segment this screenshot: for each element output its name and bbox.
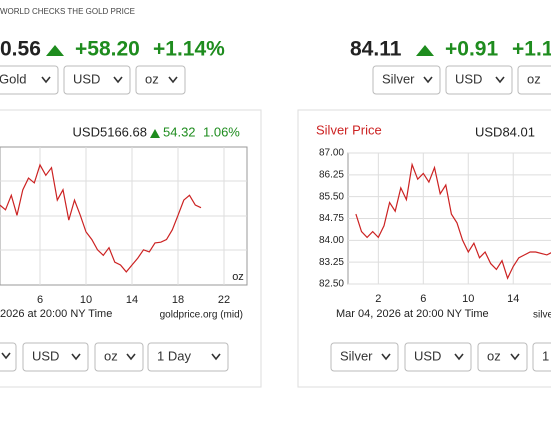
select[interactable]	[22, 342, 89, 372]
chart-date: Mar 04, 2026 at 20:00 NY Time	[336, 308, 489, 320]
chevron	[454, 353, 464, 361]
select-label: USD	[32, 348, 59, 363]
y-tick-label: 87.00	[319, 148, 344, 159]
x-tick-label: 6	[37, 294, 43, 306]
x-tick-label: 10	[80, 294, 92, 306]
x-tick-label: 2	[375, 293, 381, 305]
select[interactable]	[330, 342, 399, 372]
select-label: oz	[145, 71, 159, 86]
select[interactable]	[517, 65, 551, 95]
select-label: Gold	[0, 71, 26, 86]
select[interactable]	[0, 342, 17, 372]
chevron	[381, 353, 391, 361]
select[interactable]	[63, 65, 131, 95]
y-tick-label: 83.25	[319, 257, 344, 268]
chevron	[510, 353, 520, 361]
gold-price: 0.56	[0, 38, 41, 61]
gold-quote: USD5166.68	[73, 124, 147, 139]
silver-quote: USD84.01	[475, 124, 535, 139]
select-label: 1 Day	[157, 348, 191, 363]
x-tick-label: 6	[420, 293, 426, 305]
x-tick-label: 14	[507, 293, 519, 305]
y-tick-label: 84.75	[319, 213, 344, 224]
select-label: Silver	[340, 348, 373, 363]
chart-date: 2026 at 20:00 NY Time	[0, 308, 112, 320]
silver-panel	[297, 109, 551, 388]
chevron	[168, 76, 178, 84]
silver-chart-title: Silver Price	[316, 122, 382, 137]
select-label: oz	[104, 348, 118, 363]
up-arrow	[46, 45, 64, 56]
chevron	[113, 76, 123, 84]
unit-label: oz	[232, 271, 244, 283]
select[interactable]	[0, 65, 59, 95]
chevron	[71, 353, 81, 361]
chart-source: goldprice.org (mid)	[160, 310, 243, 321]
gold-panel	[0, 109, 262, 388]
chevron	[1, 352, 11, 360]
select-label: 1 D	[542, 348, 551, 363]
price-line	[355, 162, 551, 280]
select[interactable]	[404, 342, 472, 372]
select-label: USD	[73, 71, 100, 86]
gold-change: +58.20	[75, 38, 140, 61]
select[interactable]	[147, 342, 229, 372]
chevron	[41, 76, 51, 84]
silver-change-pct: +1.1	[512, 38, 551, 61]
select-label: Silver	[382, 71, 415, 86]
y-tick-label: 84.00	[319, 235, 344, 246]
y-tick-label: 82.50	[319, 279, 344, 290]
select[interactable]	[445, 65, 513, 95]
x-tick-label: 18	[172, 294, 184, 306]
x-tick-label: 10	[462, 293, 474, 305]
x-tick-label: 22	[218, 294, 230, 306]
chevron	[126, 353, 136, 361]
select-label: oz	[487, 348, 501, 363]
select[interactable]	[477, 342, 528, 372]
select[interactable]	[532, 342, 551, 372]
silver-change: +0.91	[445, 38, 498, 61]
select[interactable]	[135, 65, 186, 95]
y-tick-label: 86.25	[319, 169, 344, 180]
select-label: oz	[527, 71, 541, 86]
chevron	[495, 76, 505, 84]
silver-price: 84.11	[350, 38, 402, 61]
gold-chart-change-pct: 1.06%	[203, 124, 240, 139]
y-tick-label: 85.50	[319, 191, 344, 202]
tagline: WORLD CHECKS THE GOLD PRICE	[0, 7, 135, 16]
chevron	[211, 353, 221, 361]
chart-source: silve	[533, 310, 551, 321]
gold-chart-change: 54.32	[163, 124, 196, 139]
select-label: USD	[455, 71, 482, 86]
price-line	[0, 163, 202, 273]
up-arrow	[150, 129, 160, 138]
chevron	[423, 76, 433, 84]
up-arrow	[416, 45, 434, 56]
select[interactable]	[372, 65, 441, 95]
x-tick-label: 14	[126, 294, 138, 306]
select[interactable]	[94, 342, 144, 372]
gold-change-pct: +1.14%	[153, 38, 225, 61]
select-label: USD	[414, 348, 441, 363]
